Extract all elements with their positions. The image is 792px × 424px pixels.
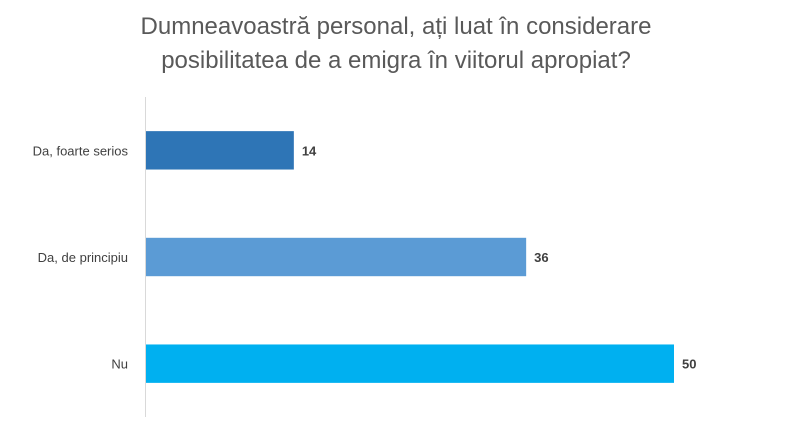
category-label-1: Da, foarte serios bbox=[33, 143, 129, 158]
bar-2 bbox=[146, 237, 527, 277]
data-label-2: 36 bbox=[534, 250, 548, 265]
chart-title: Dumneavoastră personal, ați luat în cons… bbox=[0, 10, 792, 78]
data-label-3: 50 bbox=[682, 357, 696, 372]
data-label-1: 14 bbox=[302, 143, 317, 158]
chart-title-line-2: posibilitatea de a emigra în viitorul ap… bbox=[161, 47, 631, 74]
chart-title-line-1: Dumneavoastră personal, ați luat în cons… bbox=[140, 13, 652, 40]
bar-3 bbox=[146, 344, 674, 383]
category-label-3: Nu bbox=[111, 357, 128, 372]
category-label-2: Da, de principiu bbox=[38, 250, 128, 265]
bar-1 bbox=[146, 131, 294, 170]
